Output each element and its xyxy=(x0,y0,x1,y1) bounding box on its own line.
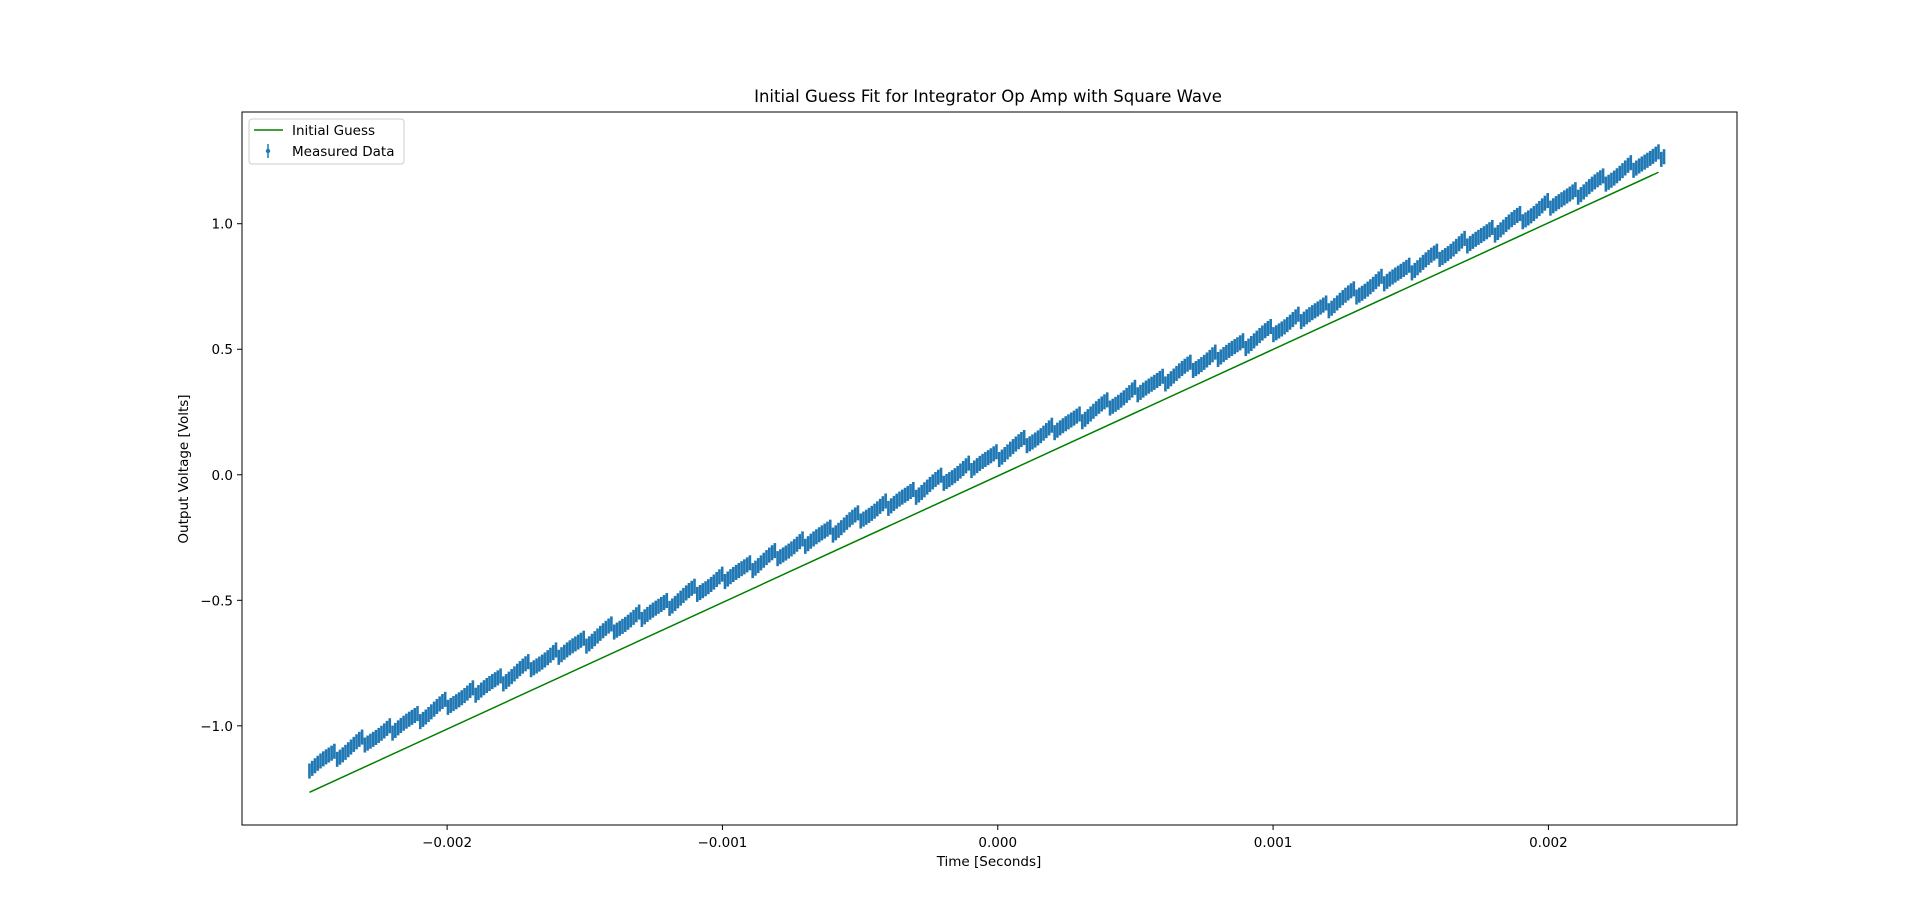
plot-frame xyxy=(241,111,1738,826)
legend-label-measured-data: Measured Data xyxy=(292,144,394,160)
x-tick-label: 0.001 xyxy=(1254,835,1293,851)
legend-box xyxy=(248,118,405,165)
series-initial-guess-line xyxy=(309,171,1659,794)
x-tick-label: −0.002 xyxy=(422,835,472,851)
x-axis-ticks: −0.002 −0.001 0.000 0.001 0.002 xyxy=(422,825,1568,851)
x-tick-label: 0.002 xyxy=(1529,835,1568,851)
y-tick-label: 1.0 xyxy=(212,217,233,233)
x-tick-label: 0.000 xyxy=(978,835,1017,851)
y-axis-title: Output Voltage [Volts] xyxy=(176,394,192,543)
series-measured-data xyxy=(308,144,1666,779)
data-marks xyxy=(308,144,1666,794)
legend-label-initial-guess: Initial Guess xyxy=(292,123,375,139)
y-tick-label: −0.5 xyxy=(200,593,233,609)
x-axis-title: Time [Seconds] xyxy=(936,854,1042,870)
chart-title: Initial Guess Fit for Integrator Op Amp … xyxy=(754,87,1222,106)
legend: Initial Guess Measured Data xyxy=(248,118,405,165)
y-tick-label: −1.0 xyxy=(200,719,233,735)
y-axis-ticks: −1.0 −0.5 0.0 0.5 1.0 xyxy=(200,217,242,735)
y-tick-label: 0.0 xyxy=(212,468,233,484)
x-tick-label: −0.001 xyxy=(697,835,747,851)
legend-swatch-measured-data xyxy=(265,144,271,158)
y-tick-label: 0.5 xyxy=(212,342,233,358)
